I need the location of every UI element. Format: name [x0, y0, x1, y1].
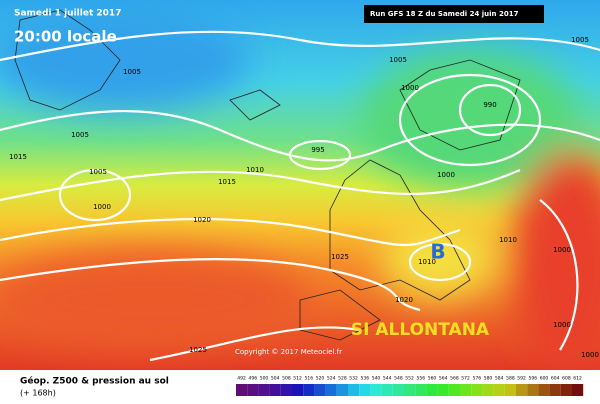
scale-swatch: [247, 384, 259, 396]
scale-label: 564: [439, 376, 448, 382]
isobar-label: 1010: [246, 166, 264, 174]
isobar-label: 1005: [389, 56, 407, 64]
scale-swatch: [314, 384, 326, 396]
isobar-label: 1015: [218, 178, 236, 186]
footer-title: Géop. Z500 & pression au sol: [20, 376, 169, 387]
isobar-label: 1000: [581, 351, 599, 359]
scale-swatch: [437, 384, 449, 396]
scale-label: 548: [394, 376, 403, 382]
scale-label: 576: [473, 376, 482, 382]
scale-swatch: [426, 384, 438, 396]
scale-swatch: [527, 384, 539, 396]
isobar-label: 1005: [89, 168, 107, 176]
isobar-label: 1000: [93, 203, 111, 211]
copyright: Copyright © 2017 Meteociel.fr: [235, 348, 342, 356]
color-scale: 492 496 500 504 508 512 516 520 524 528 532 536 540 5…: [236, 376, 584, 396]
scale-label: 612: [573, 376, 582, 382]
isobar-label: 1005: [571, 36, 589, 44]
isobar-label: 1020: [193, 216, 211, 224]
scale-swatch: [572, 384, 584, 396]
time: 20:00 locale: [14, 28, 117, 46]
scale-swatch: [549, 384, 561, 396]
scale-label: 540: [372, 376, 381, 382]
scale-label: 512: [293, 376, 302, 382]
scale-swatch: [325, 384, 337, 396]
scale-label: 604: [551, 376, 560, 382]
scale-swatch: [392, 384, 404, 396]
scale-label: 528: [338, 376, 347, 382]
isobar-label: 1000: [401, 84, 419, 92]
isobar-label: 995: [311, 146, 324, 154]
isobar-label: 1010: [499, 236, 517, 244]
isobar-label: 1025: [331, 253, 349, 261]
scale-swatch: [482, 384, 494, 396]
isobar-labels: 1005 1005 1005 1000 990 1005 995 1015 1010 1005 10…: [9, 36, 599, 359]
isobar-label: 1000: [553, 246, 571, 254]
scale-label: 560: [428, 376, 437, 382]
scale-swatch: [504, 384, 516, 396]
isobar-label: 1010: [418, 258, 436, 266]
scale-label: 572: [461, 376, 470, 382]
scale-swatch: [381, 384, 393, 396]
isobar-label: 1000: [437, 171, 455, 179]
scale-swatch: [448, 384, 460, 396]
scale-label: 556: [417, 376, 426, 382]
isobars: [0, 30, 600, 362]
isobar-label: 1000: [553, 321, 571, 329]
scale-swatch: [336, 384, 348, 396]
run-bg: [364, 5, 544, 23]
scale-swatch: [303, 384, 315, 396]
scale-label: 596: [529, 376, 538, 382]
field-blobs: [0, 10, 600, 370]
scale-swatch: [404, 384, 416, 396]
run: Run GFS 18 Z du Samedi 24 juin 2017: [370, 10, 519, 18]
isobar-label: 1025: [189, 346, 207, 354]
scale-label: 584: [495, 376, 504, 382]
scale-swatch: [258, 384, 270, 396]
scale-label: 544: [383, 376, 392, 382]
scale-label: 520: [316, 376, 325, 382]
scale-swatch: [471, 384, 483, 396]
scale-label: 532: [349, 376, 358, 382]
scale-swatch: [516, 384, 528, 396]
scale-label: 516: [305, 376, 314, 382]
coastlines: [14, 9, 521, 341]
scale-label: 536: [361, 376, 370, 382]
footer-lead: (+ 168h): [20, 389, 56, 398]
scale-label: 608: [562, 376, 571, 382]
scale-label: 580: [484, 376, 493, 382]
scale-swatch: [370, 384, 382, 396]
scale-swatch: [415, 384, 427, 396]
isobar-label: 1005: [71, 131, 89, 139]
scale-label: 504: [271, 376, 280, 382]
low-marker: B: [430, 240, 445, 264]
scale-swatch: [348, 384, 360, 396]
scale-label: 600: [540, 376, 549, 382]
scale-label: 500: [260, 376, 269, 382]
scale-label: 508: [282, 376, 291, 382]
date: Samedi 1 juillet 2017: [14, 9, 121, 19]
scale-label: 588: [506, 376, 515, 382]
scale-label: 552: [405, 376, 414, 382]
isobar-label: 1015: [9, 153, 27, 161]
isobar-label: 1005: [123, 68, 141, 76]
scale-label: 524: [327, 376, 336, 382]
isobar-label: 990: [483, 101, 496, 109]
isobar-label: 1020: [395, 296, 413, 304]
scale-label: 568: [450, 376, 459, 382]
scale-swatch: [269, 384, 281, 396]
scale-swatch: [292, 384, 304, 396]
scale-swatch: [236, 384, 248, 396]
scale-swatch: [538, 384, 550, 396]
scale-swatch: [560, 384, 572, 396]
scale-label: 496: [249, 376, 258, 382]
scale-label: 592: [517, 376, 526, 382]
scale-swatch: [460, 384, 472, 396]
scale-swatch: [359, 384, 371, 396]
annotation: SI ALLONTANA: [351, 320, 490, 340]
scale-swatch: [280, 384, 292, 396]
scale-swatch: [493, 384, 505, 396]
scale-label: 492: [237, 376, 246, 382]
